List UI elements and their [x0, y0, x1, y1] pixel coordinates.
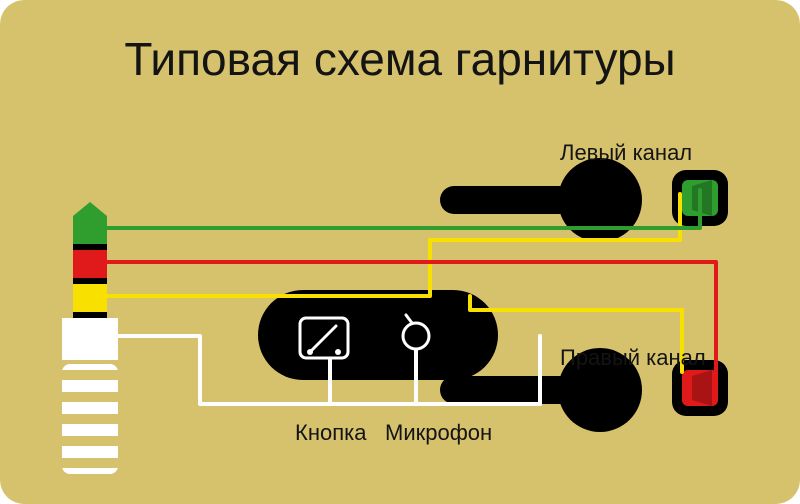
- label-button: Кнопка: [295, 420, 367, 445]
- diagram-svg: Типовая схема гарнитуры Левый канал Правый…: [0, 0, 800, 504]
- title: Типовая схема гарнитуры: [124, 33, 675, 85]
- diagram-card: Типовая схема гарнитуры Левый канал Правый…: [0, 0, 800, 504]
- label-left-channel: Левый канал: [560, 140, 692, 165]
- inline-capsule: [258, 290, 498, 380]
- label-right-channel: Правый канал: [560, 345, 706, 370]
- label-microphone: Микрофон: [385, 420, 492, 445]
